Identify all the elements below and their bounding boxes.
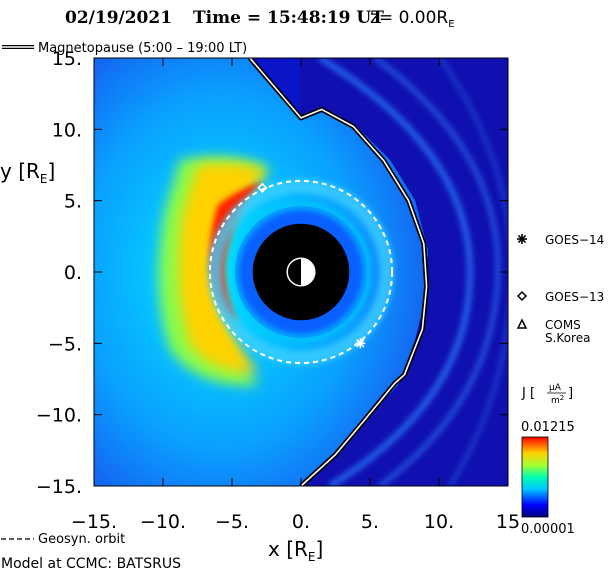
- colorbar-min-label: 0.00001: [521, 522, 575, 537]
- x-tick-label: −15.: [71, 511, 117, 533]
- colorbar-gradient: [521, 436, 549, 518]
- outer-arc-2: [373, 58, 501, 486]
- satellite-markers: [257, 182, 366, 349]
- y-tick-label: 5.: [64, 191, 82, 213]
- footer-model: Model at CCMC: BATSRUS: [1, 556, 181, 572]
- colorbar: J [ μA m2 ] 0.01215 0.00001: [521, 383, 575, 537]
- satellite-marker-diamond: [257, 182, 268, 193]
- title-time: Time = 15:48:19 UT: [193, 8, 384, 28]
- y-tick-label: 10.: [52, 119, 82, 141]
- inner-ring-2: [231, 202, 371, 342]
- y-tick-label: −15.: [36, 476, 82, 498]
- colorbar-unit-exp: 2: [560, 394, 564, 402]
- coms-legend-label: COMS: [545, 318, 581, 332]
- goes-14-legend-label: GOES−14: [545, 233, 604, 247]
- x-axis-label-sub: E: [308, 550, 316, 564]
- geosync-legend-label: Geosyn. orbit: [38, 532, 125, 547]
- x-tick-label: 5.: [361, 511, 379, 533]
- coms-legend-label-2: S.Korea: [545, 331, 590, 345]
- colorbar-label: J [: [521, 386, 535, 401]
- y-axis-label-sub: E: [40, 172, 48, 186]
- y-axis-label-close: ]: [48, 159, 56, 183]
- magnetopause-legend-label: Magnetopause (5:00 – 19:00 LT): [38, 41, 247, 56]
- colorbar-label-close: ]: [568, 386, 573, 401]
- plot-area: [94, 58, 508, 486]
- x-tick-label: −5.: [215, 511, 249, 533]
- colorbar-unit-den-text: m: [551, 396, 560, 406]
- title-date: 02/19/2021: [65, 8, 172, 28]
- geosync-orbit: [208, 179, 394, 365]
- y-tick-label: 15.: [52, 48, 82, 70]
- x-axis-label-text: x [R: [268, 537, 308, 561]
- geosync-legend: Geosyn. orbit: [1, 532, 125, 547]
- magnetopause-legend: Magnetopause (5:00 – 19:00 LT): [2, 41, 247, 56]
- outer-arc-1: [318, 58, 474, 486]
- current-band-yellow: [178, 163, 268, 373]
- coms-legend-icon: [516, 318, 528, 329]
- satellite-legend: GOES−14 GOES−13 COMS S.Korea: [516, 233, 604, 345]
- colorbar-unit-den: m2: [551, 394, 564, 406]
- y-tick-label: −10.: [36, 405, 82, 427]
- goes-14-legend-icon: [517, 234, 527, 244]
- outer-arc-3: [438, 58, 508, 486]
- x-tick-label: 10.: [424, 511, 454, 533]
- title-z-label: z= 0.00R: [370, 8, 448, 28]
- goes-13-legend-label: GOES−13: [545, 290, 604, 304]
- x-axis-label: x [RE]: [268, 537, 323, 564]
- y-tick-label: −5.: [48, 333, 82, 355]
- y-axis-label: y [RE]: [0, 159, 55, 186]
- earth-icon: [286, 257, 316, 287]
- x-tick-label: 0.: [292, 511, 310, 533]
- colorbar-unit-num: μA: [549, 383, 562, 393]
- x-tick-label: −10.: [140, 511, 186, 533]
- x-axis-label-close: ]: [316, 537, 324, 561]
- colorbar-label-text: J [: [521, 386, 535, 401]
- colorbar-max-label: 0.01215: [521, 420, 575, 435]
- y-axis-label-text: y [R: [0, 159, 40, 183]
- satellite-marker-asterisk: [355, 338, 366, 349]
- x-tick-label: 15: [496, 511, 520, 533]
- goes-13-legend-icon: [516, 290, 528, 302]
- axis-ticks: −15. −10. −5. 0. 5. 10. 15 15. 10. 5. 0. −5. −10. −15…: [36, 48, 520, 533]
- magnetopause-line: [249, 58, 428, 486]
- inner-ring-1: [208, 179, 394, 365]
- title-z: z= 0.00RE: [370, 8, 455, 30]
- y-tick-label: 0.: [64, 262, 82, 284]
- title-z-sub: E: [448, 19, 454, 30]
